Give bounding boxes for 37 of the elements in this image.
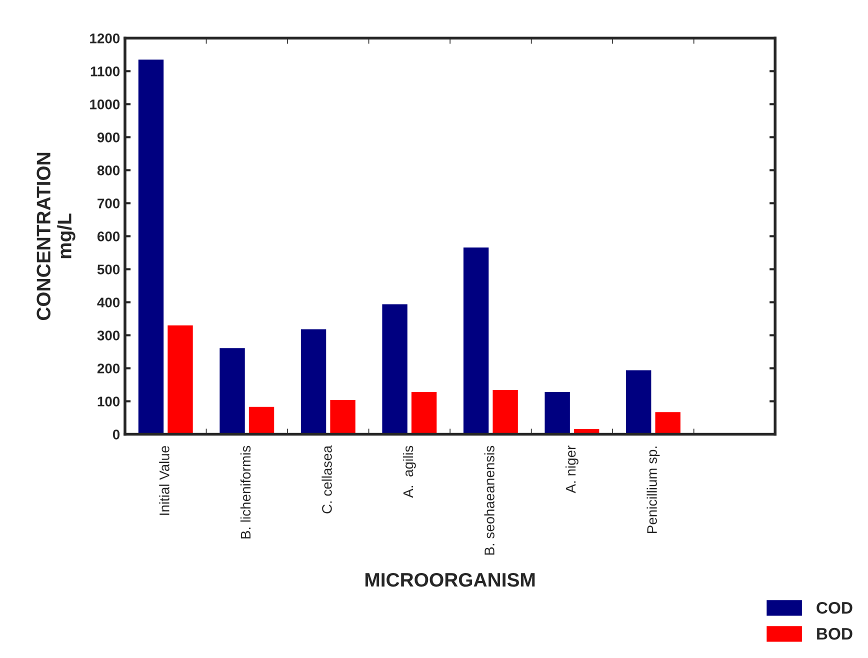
y-tick-label: 600: [97, 232, 120, 242]
bar: [544, 392, 570, 434]
x-tick-label: Initial Value: [159, 446, 170, 515]
x-tick-label: C. cellasea: [322, 445, 332, 514]
y-tick-label: 1000: [90, 100, 120, 110]
y-tick-label: 400: [97, 298, 120, 308]
y-tick-label: 1200: [90, 34, 120, 44]
x-axis-title: MICROORGANISM: [365, 572, 535, 587]
y-tick-label: 0: [112, 430, 120, 440]
bar: [492, 390, 518, 434]
y-tick-label: 1100: [90, 66, 120, 76]
bar: [300, 329, 326, 434]
y-tick-label: 300: [97, 330, 120, 340]
x-tick-label: A. agilis: [402, 446, 416, 498]
bar: [330, 400, 356, 434]
y-tick-label: 100: [98, 396, 120, 406]
x-tick-label: B. licheniformis: [240, 446, 251, 538]
bar: [626, 370, 652, 434]
bar: [220, 348, 245, 434]
bar: [463, 247, 489, 434]
y-tick-label: 200: [97, 364, 120, 374]
x-tick-label: Penicillium sp.: [646, 446, 660, 534]
y-tick-label: 700: [98, 198, 120, 208]
bar: [411, 392, 437, 434]
y-tick-label: 800: [97, 166, 120, 176]
bar: [382, 304, 408, 434]
bar: [248, 406, 274, 434]
legend-label: COD: [816, 602, 852, 614]
x-tick-label: A. niger: [565, 446, 578, 494]
y-tick-label: 500: [97, 264, 120, 274]
bar: [168, 325, 193, 434]
legend-label: BOD: [817, 628, 852, 640]
y-tick-label: 900: [97, 132, 120, 142]
x-tick-label: B. seohaeanensis: [484, 446, 494, 555]
bar: [655, 412, 680, 434]
y-axis-title: CONCENTRATION mg/L: [36, 152, 76, 320]
bar: [138, 60, 164, 434]
